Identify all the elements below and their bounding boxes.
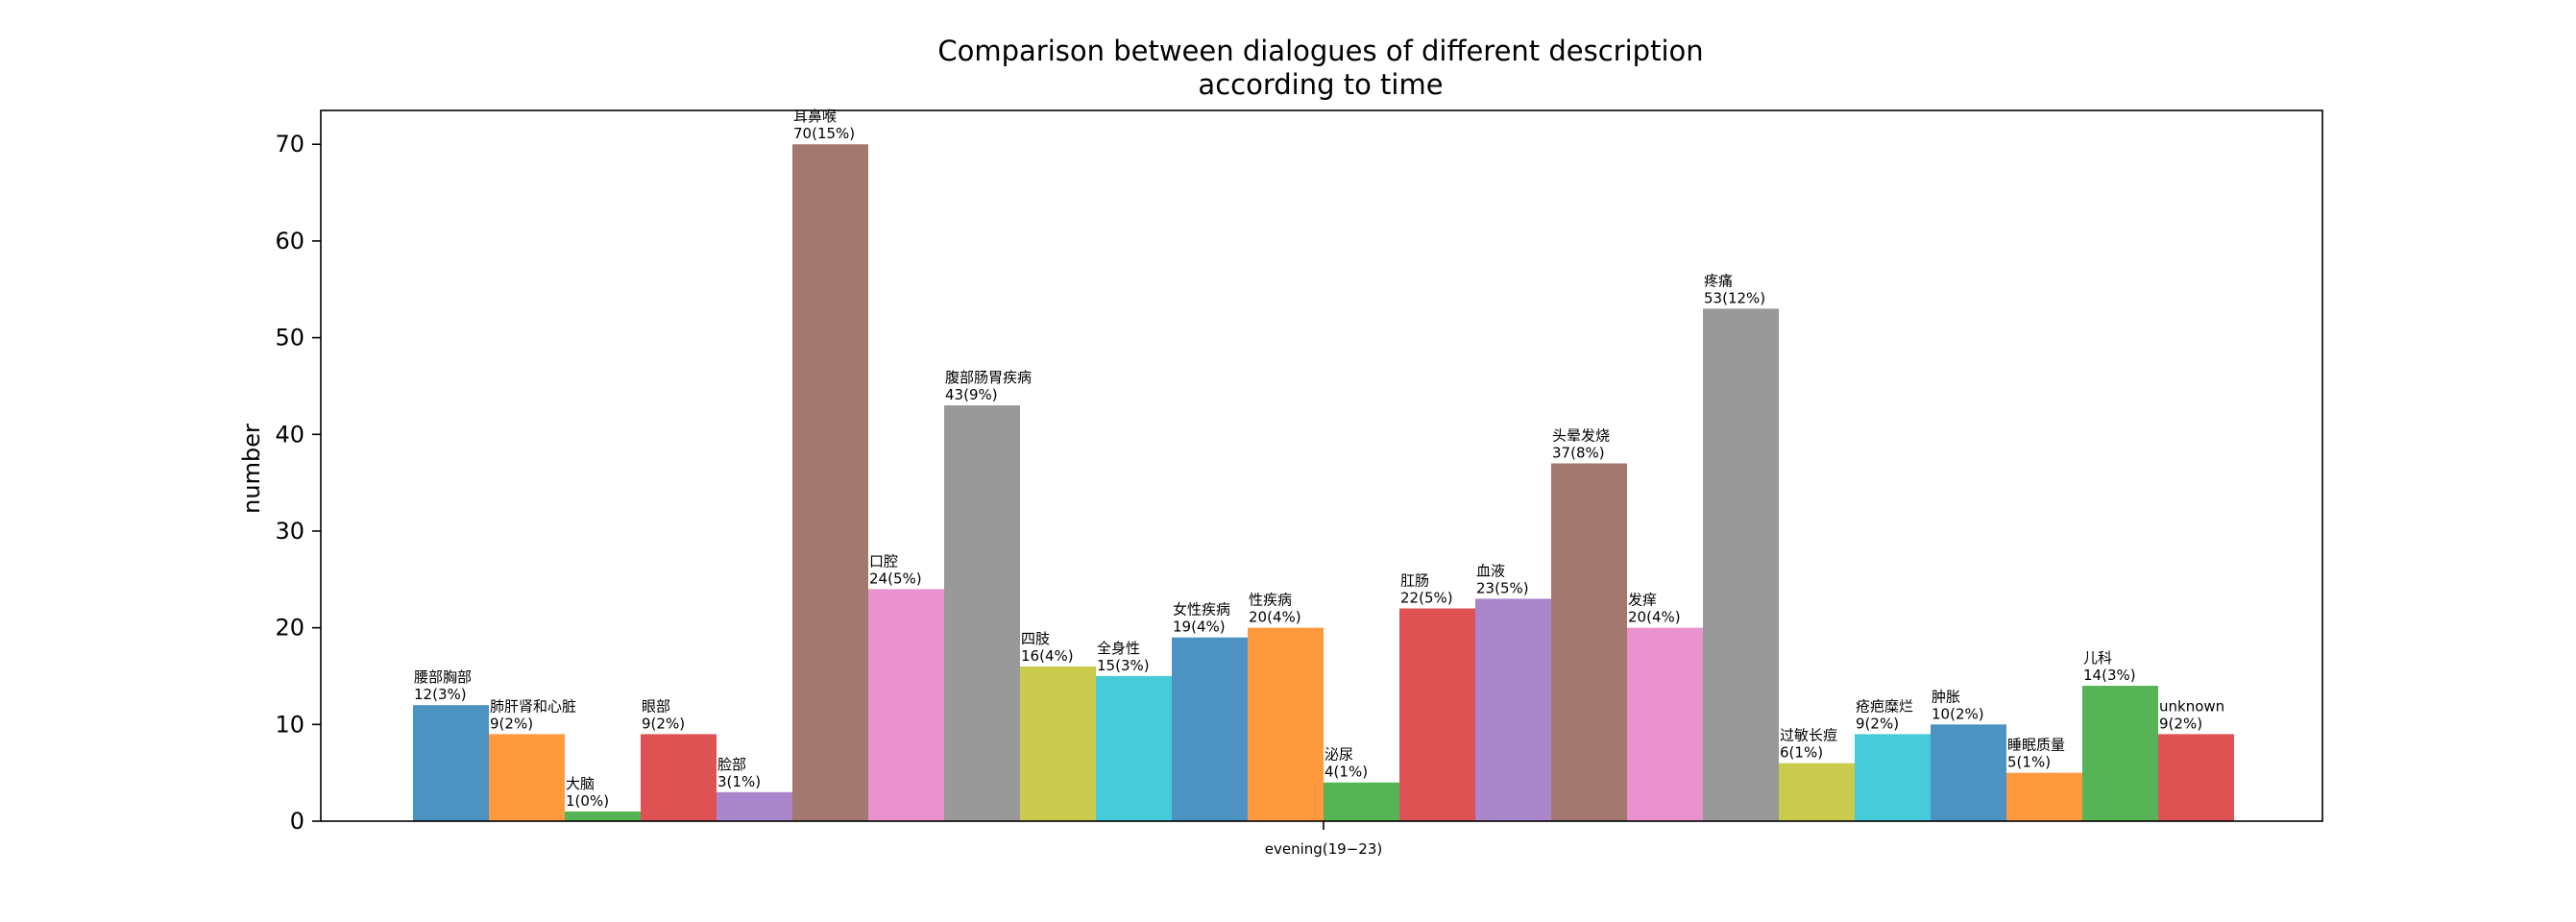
chart-title-line-2: according to time <box>1198 68 1443 101</box>
bar-value-label: 53(12%) <box>1704 289 1765 306</box>
bar-name-label: 肿胀 <box>1932 688 1960 705</box>
y-tick-label: 20 <box>275 615 304 642</box>
bar-value-label: 5(1%) <box>2007 754 2051 771</box>
bar-name-label: 发痒 <box>1628 592 1657 609</box>
bar-15 <box>1475 598 1551 821</box>
bar-value-label: 15(3%) <box>1097 657 1150 674</box>
bar-name-label: 肺肝肾和心脏 <box>490 697 576 715</box>
bar-10 <box>1096 675 1172 821</box>
bar-name-label: 疼痛 <box>1704 272 1733 289</box>
x-axis: evening(19−23) <box>1265 821 1382 858</box>
y-axis-label: number <box>238 424 265 514</box>
bar-12 <box>1248 627 1324 821</box>
bar-16 <box>1551 463 1627 821</box>
y-tick-label: 0 <box>290 808 304 835</box>
bars-group <box>413 144 2234 822</box>
y-tick-label: 10 <box>275 711 304 738</box>
bar-name-label: 腰部胸部 <box>414 668 472 686</box>
bar-21 <box>1931 724 2006 821</box>
bar-17 <box>1627 627 1703 821</box>
bar-name-label: 眼部 <box>642 697 670 715</box>
plot-frame <box>320 109 2323 822</box>
y-tick-label: 30 <box>275 518 304 545</box>
chart-title-line-1: Comparison between dialogues of differen… <box>937 35 1703 67</box>
bar-name-label: 女性疾病 <box>1173 601 1230 619</box>
bar-name-label: 大脑 <box>566 775 595 792</box>
bar-name-label: 腹部肠胃疾病 <box>945 369 1032 386</box>
bar-value-label: 22(5%) <box>1400 590 1453 607</box>
bar-18 <box>1703 308 1779 822</box>
y-tick-label: 50 <box>275 325 304 352</box>
bar-name-label: 儿科 <box>2083 649 2112 667</box>
bar-value-label: 9(2%) <box>1856 715 1899 732</box>
bar-9 <box>1020 666 1096 821</box>
bar-24 <box>2158 734 2234 821</box>
bar-value-label: 10(2%) <box>1932 705 1984 722</box>
bar-value-label: 1(0%) <box>566 792 609 810</box>
bar-3 <box>565 811 641 821</box>
bar-value-label: 9(2%) <box>2159 715 2202 732</box>
bar-name-label: 耳鼻喉 <box>793 108 837 125</box>
bar-value-label: 16(4%) <box>1021 647 1074 665</box>
bar-labels-group: 腰部胸部12(3%)肺肝肾和心脏9(2%)大脑1(0%)眼部9(2%)脸部3(1… <box>414 108 2224 810</box>
bar-value-label: 43(9%) <box>945 386 998 403</box>
x-tick-label: evening(19−23) <box>1265 840 1382 858</box>
bar-value-label: 37(8%) <box>1552 444 1605 461</box>
bar-value-label: 3(1%) <box>717 773 761 790</box>
bar-name-label: 血液 <box>1476 562 1505 579</box>
bar-7 <box>868 589 944 821</box>
bar-1 <box>413 705 489 821</box>
bar-11 <box>1172 637 1248 821</box>
y-tick-label: 40 <box>275 421 304 448</box>
y-tick-label: 70 <box>275 131 304 158</box>
bar-value-label: 23(5%) <box>1476 579 1529 596</box>
bar-value-label: 9(2%) <box>490 715 533 732</box>
bar-value-label: 9(2%) <box>642 715 685 732</box>
bar-name-label: 全身性 <box>1097 640 1140 657</box>
bar-13 <box>1324 782 1399 821</box>
bar-name-label: 肛肠 <box>1400 572 1429 590</box>
bar-name-label: 睡眠质量 <box>2007 737 2065 754</box>
bar-value-label: 12(3%) <box>414 686 467 703</box>
bar-6 <box>792 144 868 821</box>
bar-23 <box>2082 686 2158 821</box>
bar-value-label: 24(5%) <box>869 570 922 587</box>
y-tick-label: 60 <box>275 228 304 255</box>
bar-name-label: unknown <box>2159 697 2224 715</box>
bar-value-label: 19(4%) <box>1173 619 1226 636</box>
bar-name-label: 疮疤糜烂 <box>1856 697 1913 715</box>
bar-name-label: 泌尿 <box>1324 746 1353 764</box>
bar-name-label: 脸部 <box>717 756 746 773</box>
y-axis: 0 10 20 30 40 50 60 70 <box>275 131 321 835</box>
bar-value-label: 70(15%) <box>793 125 855 142</box>
bar-value-label: 4(1%) <box>1324 764 1368 781</box>
bar-5 <box>717 791 792 821</box>
bar-name-label: 口腔 <box>869 552 898 570</box>
bar-22 <box>2006 772 2082 821</box>
bar-4 <box>641 734 717 821</box>
bar-value-label: 20(4%) <box>1249 609 1301 626</box>
bar-value-label: 14(3%) <box>2083 667 2136 684</box>
bar-name-label: 性疾病 <box>1249 592 1292 609</box>
bar-value-label: 20(4%) <box>1628 609 1681 626</box>
bar-19 <box>1779 763 1855 821</box>
bar-8 <box>944 405 1020 821</box>
bar-name-label: 头晕发烧 <box>1552 426 1610 444</box>
bar-name-label: 过敏长痘 <box>1780 727 1837 744</box>
bar-20 <box>1855 734 1931 821</box>
bar-14 <box>1399 608 1475 821</box>
bar-name-label: 四肢 <box>1021 630 1050 647</box>
bar-2 <box>489 734 565 821</box>
bar-value-label: 6(1%) <box>1780 744 1823 762</box>
